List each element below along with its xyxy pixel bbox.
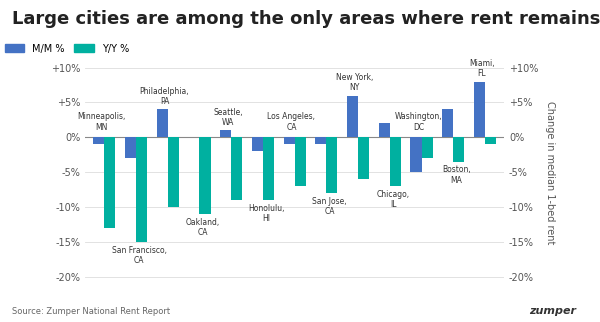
Bar <box>136 137 147 242</box>
Text: Large cities are among the only areas where rent remains down: Large cities are among the only areas wh… <box>12 10 600 28</box>
Text: Honolulu,
HI: Honolulu, HI <box>248 204 284 223</box>
Bar <box>284 137 295 144</box>
Text: Washington,
DC: Washington, DC <box>395 112 442 132</box>
Bar <box>485 137 496 144</box>
Bar <box>199 137 211 214</box>
Text: zumper: zumper <box>529 306 576 316</box>
Bar <box>104 137 115 228</box>
Bar <box>347 96 358 137</box>
Text: Boston,
MA: Boston, MA <box>442 165 471 185</box>
Bar <box>220 130 231 137</box>
Text: New York,
NY: New York, NY <box>336 73 374 92</box>
Bar <box>454 137 464 162</box>
Bar <box>442 109 454 137</box>
Y-axis label: Change in median 1-bed rent: Change in median 1-bed rent <box>545 100 555 244</box>
Text: Chicago,
IL: Chicago, IL <box>376 190 410 209</box>
Bar <box>167 137 179 207</box>
Bar <box>157 109 167 137</box>
Bar <box>474 81 485 137</box>
Bar <box>422 137 433 158</box>
Text: Oakland,
CA: Oakland, CA <box>185 218 220 237</box>
Bar <box>326 137 337 193</box>
Text: Seattle,
WA: Seattle, WA <box>213 108 243 127</box>
Bar <box>410 137 422 172</box>
Bar <box>252 137 263 151</box>
Bar <box>358 137 369 179</box>
Text: Philadelphia,
PA: Philadelphia, PA <box>140 87 189 106</box>
Bar <box>231 137 242 200</box>
Bar <box>263 137 274 200</box>
Bar <box>315 137 326 144</box>
Text: Miami,
FL: Miami, FL <box>469 59 494 78</box>
Text: Source: Zumper National Rent Report: Source: Zumper National Rent Report <box>12 307 170 316</box>
Bar <box>93 137 104 144</box>
Bar <box>379 123 390 137</box>
Text: Los Angeles,
CA: Los Angeles, CA <box>268 112 316 132</box>
Legend: M/M %, Y/Y %: M/M %, Y/Y % <box>5 43 129 53</box>
Bar <box>125 137 136 158</box>
Text: Minneapolis,
MN: Minneapolis, MN <box>77 112 125 132</box>
Bar <box>390 137 401 186</box>
Text: San Jose,
CA: San Jose, CA <box>312 197 347 216</box>
Text: San Francisco,
CA: San Francisco, CA <box>112 246 167 265</box>
Bar <box>295 137 306 186</box>
